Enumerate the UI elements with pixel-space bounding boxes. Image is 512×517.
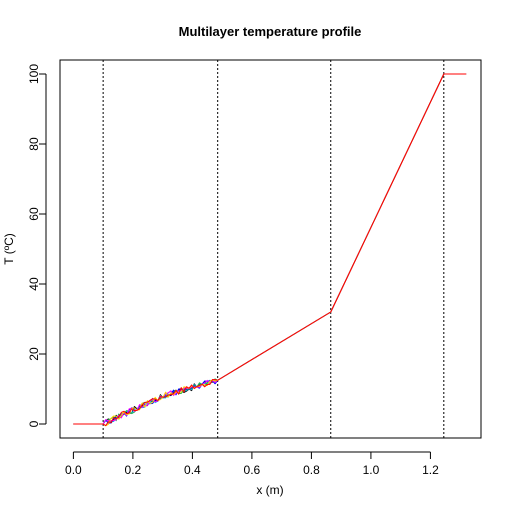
series-line-4	[73, 73, 467, 425]
x-tick-label: 0.0	[65, 463, 82, 477]
series-line-3	[73, 73, 467, 425]
y-tick-label: 80	[27, 137, 41, 151]
y-axis-label: T (ºC)	[2, 233, 16, 265]
plot-frame	[59, 59, 482, 439]
y-tick-label: 0	[27, 420, 41, 427]
y-tick-label: 40	[27, 277, 41, 291]
layer-boundaries	[102, 60, 445, 438]
y-tick-label: 20	[27, 347, 41, 361]
x-tick-label: 0.8	[303, 463, 320, 477]
series-line-0	[73, 73, 467, 425]
series-line-5	[73, 73, 467, 427]
y-tick-label: 60	[27, 207, 41, 221]
series-line-1	[73, 73, 467, 425]
y-axis: 0 20 40 60 80 100	[27, 64, 47, 427]
series-group	[73, 73, 467, 427]
x-tick-label: 0.4	[184, 463, 201, 477]
x-tick-label: 1.2	[422, 463, 439, 477]
x-axis-label: x (m)	[256, 483, 283, 497]
x-tick-label: 0.2	[125, 463, 142, 477]
y-tick-label: 100	[27, 64, 41, 84]
x-tick-label: 0.6	[244, 463, 261, 477]
series-line-6	[73, 73, 467, 427]
x-axis: 0.0 0.2 0.4 0.6 0.8 1.0 1.2	[65, 451, 439, 477]
x-tick-label: 1.0	[363, 463, 380, 477]
series-line-2	[73, 73, 467, 425]
chart-title: Multilayer temperature profile	[179, 24, 362, 39]
